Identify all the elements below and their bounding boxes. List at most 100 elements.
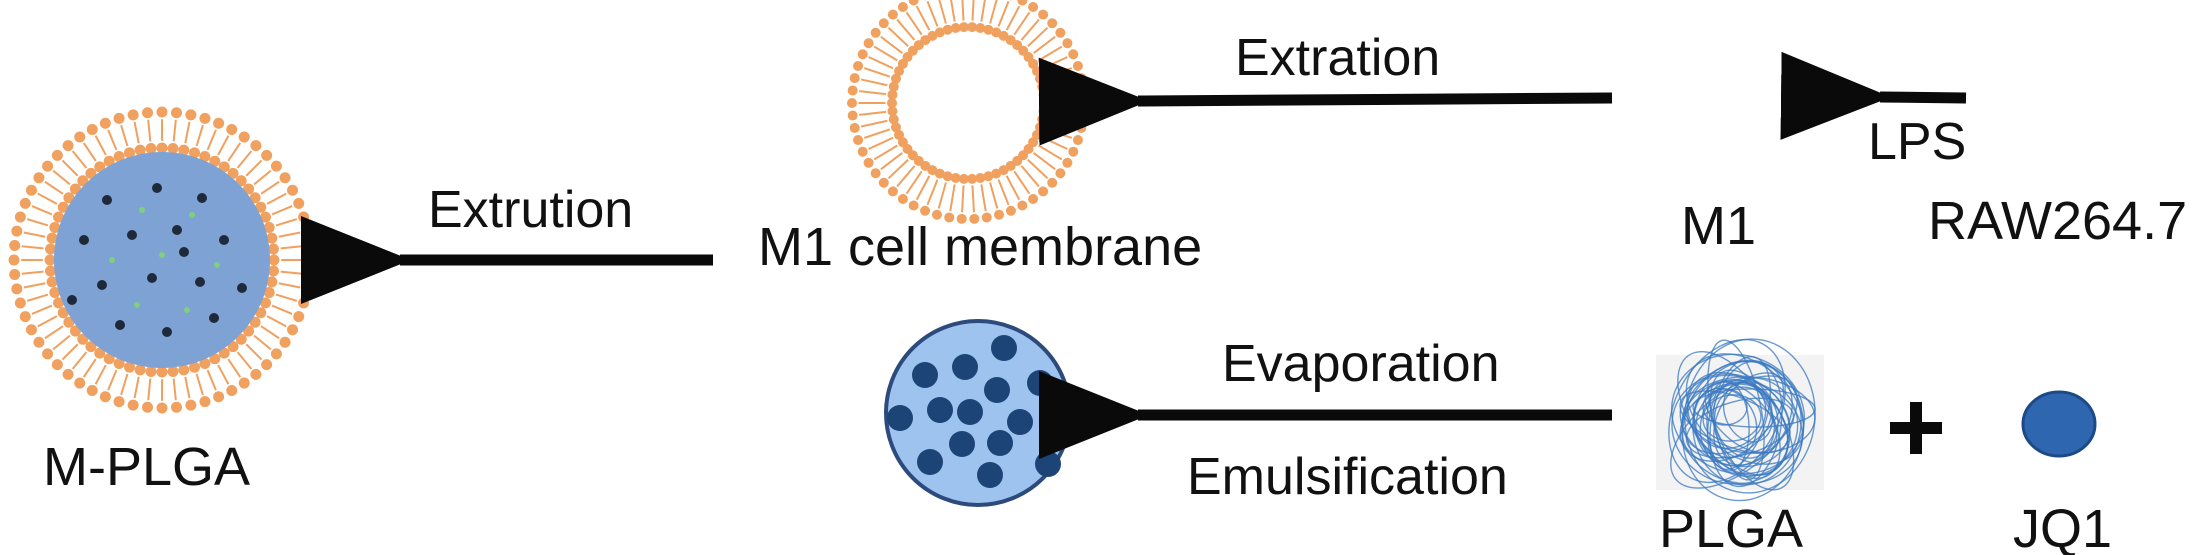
lipid-head	[270, 160, 282, 172]
lipid-tail	[195, 373, 204, 396]
lipid-head	[113, 112, 125, 124]
lipid-head	[853, 135, 864, 146]
extrution-label: Extrution	[428, 181, 633, 239]
lipid-head	[74, 131, 86, 143]
plga-nanoparticle-icon	[884, 319, 1072, 507]
lipid-tail	[71, 150, 88, 169]
lipid-head	[261, 149, 273, 161]
lipid-head	[887, 89, 898, 100]
lipid-tail	[896, 165, 916, 188]
lipid-head	[958, 22, 969, 33]
lipid-head	[226, 123, 238, 135]
lipid-head	[293, 311, 305, 323]
nanoparticle-dot	[987, 430, 1013, 456]
lipid-tail	[172, 378, 177, 401]
lipid-head	[178, 364, 190, 376]
polymer-strand	[1722, 381, 1774, 443]
lipid-head	[991, 168, 1002, 179]
lipid-tail	[107, 129, 118, 151]
lipid-head	[270, 348, 282, 360]
lipid-tail	[236, 150, 253, 169]
lipid-head	[33, 336, 45, 348]
lipid-tail	[82, 142, 97, 162]
jq1-dot	[214, 262, 220, 268]
lipid-tail	[868, 136, 894, 150]
lipid-head	[944, 212, 955, 223]
lipid-tail	[1042, 56, 1068, 70]
lipid-head	[86, 385, 98, 397]
lipid-tail	[71, 351, 88, 370]
lipid-head	[141, 401, 153, 413]
lipid-tail	[1013, 170, 1031, 195]
lipid-tail	[94, 135, 107, 156]
lipid-bilayer-vesicle-icon	[847, 0, 1089, 224]
lipid-tail	[1027, 26, 1049, 47]
lipid-tail	[873, 45, 898, 62]
lipid-head	[931, 209, 942, 220]
lipid-tail	[206, 129, 217, 151]
lipid-head	[227, 341, 239, 353]
lipid-head	[213, 391, 225, 403]
lipid-tail	[915, 175, 931, 201]
lps-arrow	[1780, 51, 1967, 140]
drug-dot	[237, 283, 247, 293]
drug-dot	[102, 195, 112, 205]
lipid-head	[134, 364, 146, 376]
polymer-strand	[1685, 397, 1795, 459]
lipid-tail	[868, 56, 894, 70]
lipid-head	[863, 157, 874, 168]
lipid-head	[847, 98, 857, 108]
lipid-tail	[873, 144, 898, 161]
lipid-tail	[905, 11, 923, 36]
lipid-head	[156, 106, 168, 118]
lipid-tail	[997, 0, 1010, 27]
lipid-head	[77, 175, 89, 187]
drug-dot	[197, 193, 207, 203]
lipid-head	[199, 112, 211, 124]
lipid-head	[141, 107, 153, 119]
lipid-head	[303, 269, 315, 281]
lipid-tail	[172, 119, 177, 142]
lipid-tail	[863, 67, 891, 78]
lipid-tail	[26, 293, 49, 302]
lipid-head	[887, 106, 898, 117]
lipid-head	[1062, 38, 1073, 49]
lipid-head	[279, 172, 291, 184]
lipid-tail	[94, 364, 107, 385]
nanoparticle-dot	[1007, 409, 1033, 435]
lipid-head	[887, 9, 898, 20]
lipid-head	[301, 225, 313, 237]
lipid-head	[235, 175, 247, 187]
lipid-head	[1078, 110, 1089, 121]
lipid-tail	[278, 282, 301, 289]
lipid-head	[185, 399, 197, 411]
lipid-tail	[31, 205, 53, 216]
lipid-head	[46, 276, 58, 288]
lipid-head	[969, 213, 980, 224]
lipid-head	[998, 165, 1009, 176]
lipid-tail	[1038, 45, 1063, 62]
lipid-tail	[926, 179, 939, 206]
lipid-tail	[217, 364, 230, 385]
lipid-head	[888, 81, 899, 92]
lipid-head	[134, 144, 146, 156]
polymer-strand	[1680, 379, 1804, 485]
jq1-dot	[189, 212, 195, 218]
lipid-head	[99, 117, 111, 129]
lipid-head	[942, 171, 953, 182]
lipid-head	[127, 399, 139, 411]
lipid-tail	[245, 159, 263, 177]
lipid-head	[77, 333, 89, 345]
lipid-head	[1017, 0, 1028, 6]
lipid-head	[74, 377, 86, 389]
nanoparticle-dot	[927, 397, 953, 423]
plus-sign	[1890, 402, 1942, 454]
drug-dot	[79, 235, 89, 245]
lipid-head	[178, 144, 190, 156]
lipid-head	[53, 211, 65, 223]
lipid-tail	[133, 376, 140, 399]
lipid-head	[934, 168, 945, 179]
lipid-tail	[266, 192, 287, 205]
lipid-head	[42, 160, 54, 172]
